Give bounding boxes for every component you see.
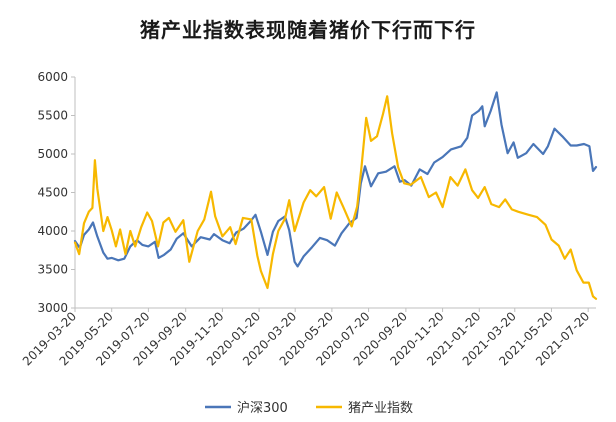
series-line-1 bbox=[73, 95, 598, 300]
y-tick-label: 5000 bbox=[37, 147, 68, 161]
chart-title: 猪产业指数表现随着猪价下行而下行 bbox=[140, 18, 476, 42]
y-tick-label: 3000 bbox=[37, 301, 68, 315]
y-tick-label: 4000 bbox=[37, 224, 68, 238]
y-tick-label: 6000 bbox=[37, 70, 68, 84]
y-tick-label: 3500 bbox=[37, 263, 68, 277]
series-lines bbox=[73, 91, 598, 300]
legend-label-0: 沪深300 bbox=[237, 400, 288, 416]
y-tick-label: 5500 bbox=[37, 109, 68, 123]
legend: 沪深300 猪产业指数 bbox=[205, 400, 413, 416]
y-tick-label: 4500 bbox=[37, 186, 68, 200]
series-line-0 bbox=[73, 91, 598, 268]
legend-label-1: 猪产业指数 bbox=[348, 401, 413, 416]
